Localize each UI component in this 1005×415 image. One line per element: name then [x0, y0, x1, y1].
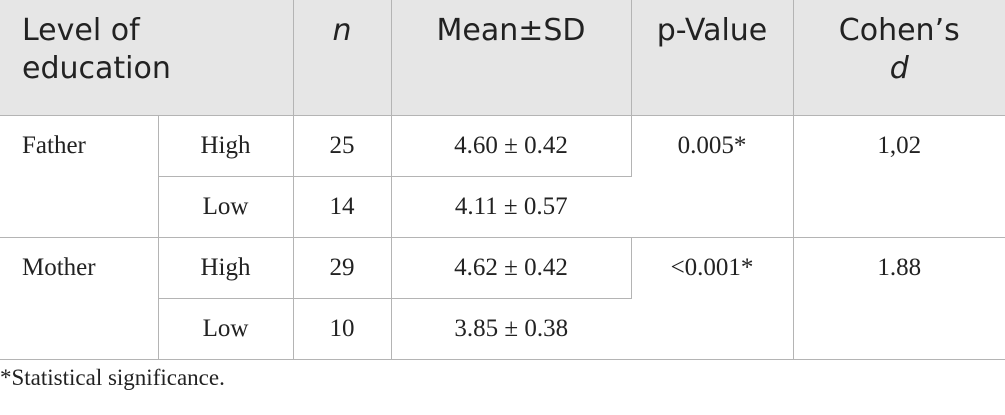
n-cell: 25 [293, 115, 392, 177]
header-p-value-text: p-Value [656, 13, 768, 48]
mean-sd-cell: 4.60 ± 0.42 [391, 115, 632, 177]
header-level-of-education: Level of education [0, 0, 294, 116]
mean-sd-cell: 4.11 ± 0.57 [391, 176, 632, 238]
level-cell: Low [158, 176, 294, 238]
table-row: Mother High 29 4.62 ± 0.42 <0.001* 1.88 [0, 237, 1005, 360]
header-row: Level of education n Mean±SD p-Value Coh… [0, 0, 1005, 116]
mean-sd-cell: 4.62 ± 0.42 [391, 237, 632, 299]
table-row: Low 14 4.11 ± 0.57 [0, 176, 1005, 238]
group-label-mother: Mother [0, 237, 159, 360]
level-cell: High [158, 237, 294, 299]
footnote: *Statistical significance. [0, 365, 225, 390]
n-cell: 14 [293, 176, 392, 238]
header-cohens-d-prefix: Cohen’s [838, 13, 960, 48]
cohens-d-cell: 1.88 [793, 237, 1005, 360]
group-label-father: Father [0, 115, 159, 238]
n-cell: 10 [293, 298, 392, 360]
mean-sd-cell: 3.85 ± 0.38 [391, 298, 632, 360]
p-value-cell: <0.001* [631, 237, 794, 360]
table-row: Father High 25 4.60 ± 0.42 0.005* 1,02 [0, 115, 1005, 238]
p-value-cell: 0.005* [631, 115, 794, 238]
header-n: n [293, 0, 392, 116]
level-cell: Low [158, 298, 294, 360]
table-row: Low 10 3.85 ± 0.38 [0, 298, 1005, 360]
header-cohens-d-symbol: d [889, 51, 909, 86]
header-p-value: p-Value [631, 0, 794, 116]
n-cell: 29 [293, 237, 392, 299]
results-table: Level of education n Mean±SD p-Value Coh… [0, 0, 1005, 360]
header-mean-sd: Mean±SD [391, 0, 632, 116]
header-n-text: n [332, 13, 352, 48]
cohens-d-cell: 1,02 [793, 115, 1005, 238]
level-cell: High [158, 115, 294, 177]
header-cohens-d: Cohen’s d [793, 0, 1005, 116]
